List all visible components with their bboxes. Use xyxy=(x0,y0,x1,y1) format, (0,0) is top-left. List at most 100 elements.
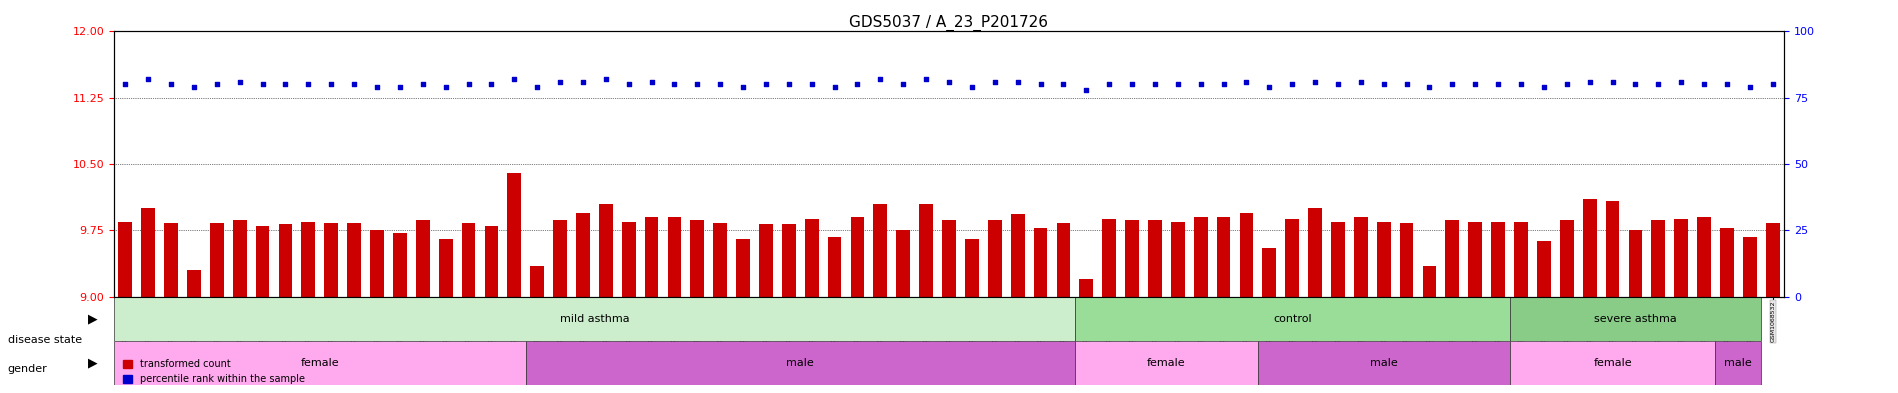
Point xyxy=(843,81,873,88)
Point xyxy=(1598,79,1628,85)
Point xyxy=(110,81,140,88)
Bar xyxy=(1262,248,1275,297)
Bar xyxy=(1353,217,1368,297)
FancyBboxPatch shape xyxy=(1509,297,1761,341)
Bar xyxy=(438,239,452,297)
Bar xyxy=(370,230,383,297)
Point xyxy=(1437,81,1467,88)
Point xyxy=(178,84,209,90)
Bar xyxy=(1560,220,1573,297)
Bar xyxy=(233,220,247,297)
FancyBboxPatch shape xyxy=(1074,297,1509,341)
Point xyxy=(1002,79,1033,85)
Bar xyxy=(347,223,361,297)
Point xyxy=(1391,81,1422,88)
Text: male: male xyxy=(786,358,814,368)
Point xyxy=(545,79,575,85)
Bar xyxy=(1012,215,1025,297)
FancyBboxPatch shape xyxy=(526,341,1074,385)
Bar xyxy=(1628,230,1642,297)
Point xyxy=(1255,84,1285,90)
Point xyxy=(1735,84,1765,90)
Bar xyxy=(1424,266,1437,297)
Bar xyxy=(714,223,727,297)
Text: gender: gender xyxy=(8,364,47,375)
Text: female: female xyxy=(1592,358,1632,368)
Bar xyxy=(325,223,338,297)
Point xyxy=(1139,81,1169,88)
Bar xyxy=(188,270,201,297)
Point xyxy=(1093,81,1124,88)
Point xyxy=(1712,81,1742,88)
Bar xyxy=(759,224,772,297)
Point xyxy=(1528,84,1558,90)
Bar xyxy=(507,173,522,297)
FancyBboxPatch shape xyxy=(114,341,526,385)
Legend: transformed count, percentile rank within the sample: transformed count, percentile rank withi… xyxy=(120,356,309,388)
Point xyxy=(729,84,759,90)
Bar xyxy=(165,223,178,297)
Bar xyxy=(736,239,750,297)
Text: mild asthma: mild asthma xyxy=(560,314,628,324)
Point xyxy=(681,81,712,88)
Point xyxy=(957,84,987,90)
Point xyxy=(1232,79,1262,85)
FancyBboxPatch shape xyxy=(1509,341,1716,385)
Point xyxy=(797,81,828,88)
Point xyxy=(385,84,416,90)
Point xyxy=(659,81,689,88)
Text: control: control xyxy=(1274,314,1312,324)
Point xyxy=(1758,81,1788,88)
Bar xyxy=(1742,237,1758,297)
Bar xyxy=(1171,222,1184,297)
Text: male: male xyxy=(1725,358,1752,368)
Bar xyxy=(416,220,429,297)
Bar xyxy=(873,204,886,297)
Text: male: male xyxy=(1370,358,1397,368)
Point xyxy=(1209,81,1239,88)
Bar xyxy=(256,226,270,297)
Point xyxy=(888,81,919,88)
Bar xyxy=(1606,201,1619,297)
Point xyxy=(1323,81,1353,88)
Point xyxy=(636,79,666,85)
Bar xyxy=(211,223,224,297)
Point xyxy=(1551,81,1581,88)
Bar xyxy=(302,222,315,297)
Bar xyxy=(1217,217,1230,297)
Bar xyxy=(896,230,911,297)
Point xyxy=(1025,81,1055,88)
Bar xyxy=(1080,279,1093,297)
Bar xyxy=(530,266,545,297)
Bar xyxy=(1674,219,1687,297)
FancyBboxPatch shape xyxy=(1716,341,1761,385)
Point xyxy=(1621,81,1651,88)
FancyBboxPatch shape xyxy=(1258,341,1509,385)
Text: ▶: ▶ xyxy=(87,356,97,369)
Point xyxy=(704,81,735,88)
Text: female: female xyxy=(300,358,340,368)
FancyBboxPatch shape xyxy=(114,297,1074,341)
Bar xyxy=(691,220,704,297)
Bar xyxy=(552,220,568,297)
Point xyxy=(1482,81,1513,88)
Point xyxy=(317,81,347,88)
Point xyxy=(1163,81,1194,88)
Bar xyxy=(1697,217,1710,297)
Bar xyxy=(623,222,636,297)
Point xyxy=(774,81,805,88)
Bar xyxy=(1583,200,1596,297)
Bar xyxy=(279,224,292,297)
Bar xyxy=(850,217,864,297)
Point xyxy=(979,79,1010,85)
Point xyxy=(363,84,393,90)
Point xyxy=(133,76,163,82)
Bar xyxy=(1376,222,1391,297)
Bar xyxy=(1194,217,1207,297)
Point xyxy=(934,79,964,85)
Bar xyxy=(118,222,133,297)
Bar xyxy=(828,237,841,297)
Point xyxy=(820,84,850,90)
Bar xyxy=(919,204,934,297)
Bar xyxy=(668,217,681,297)
